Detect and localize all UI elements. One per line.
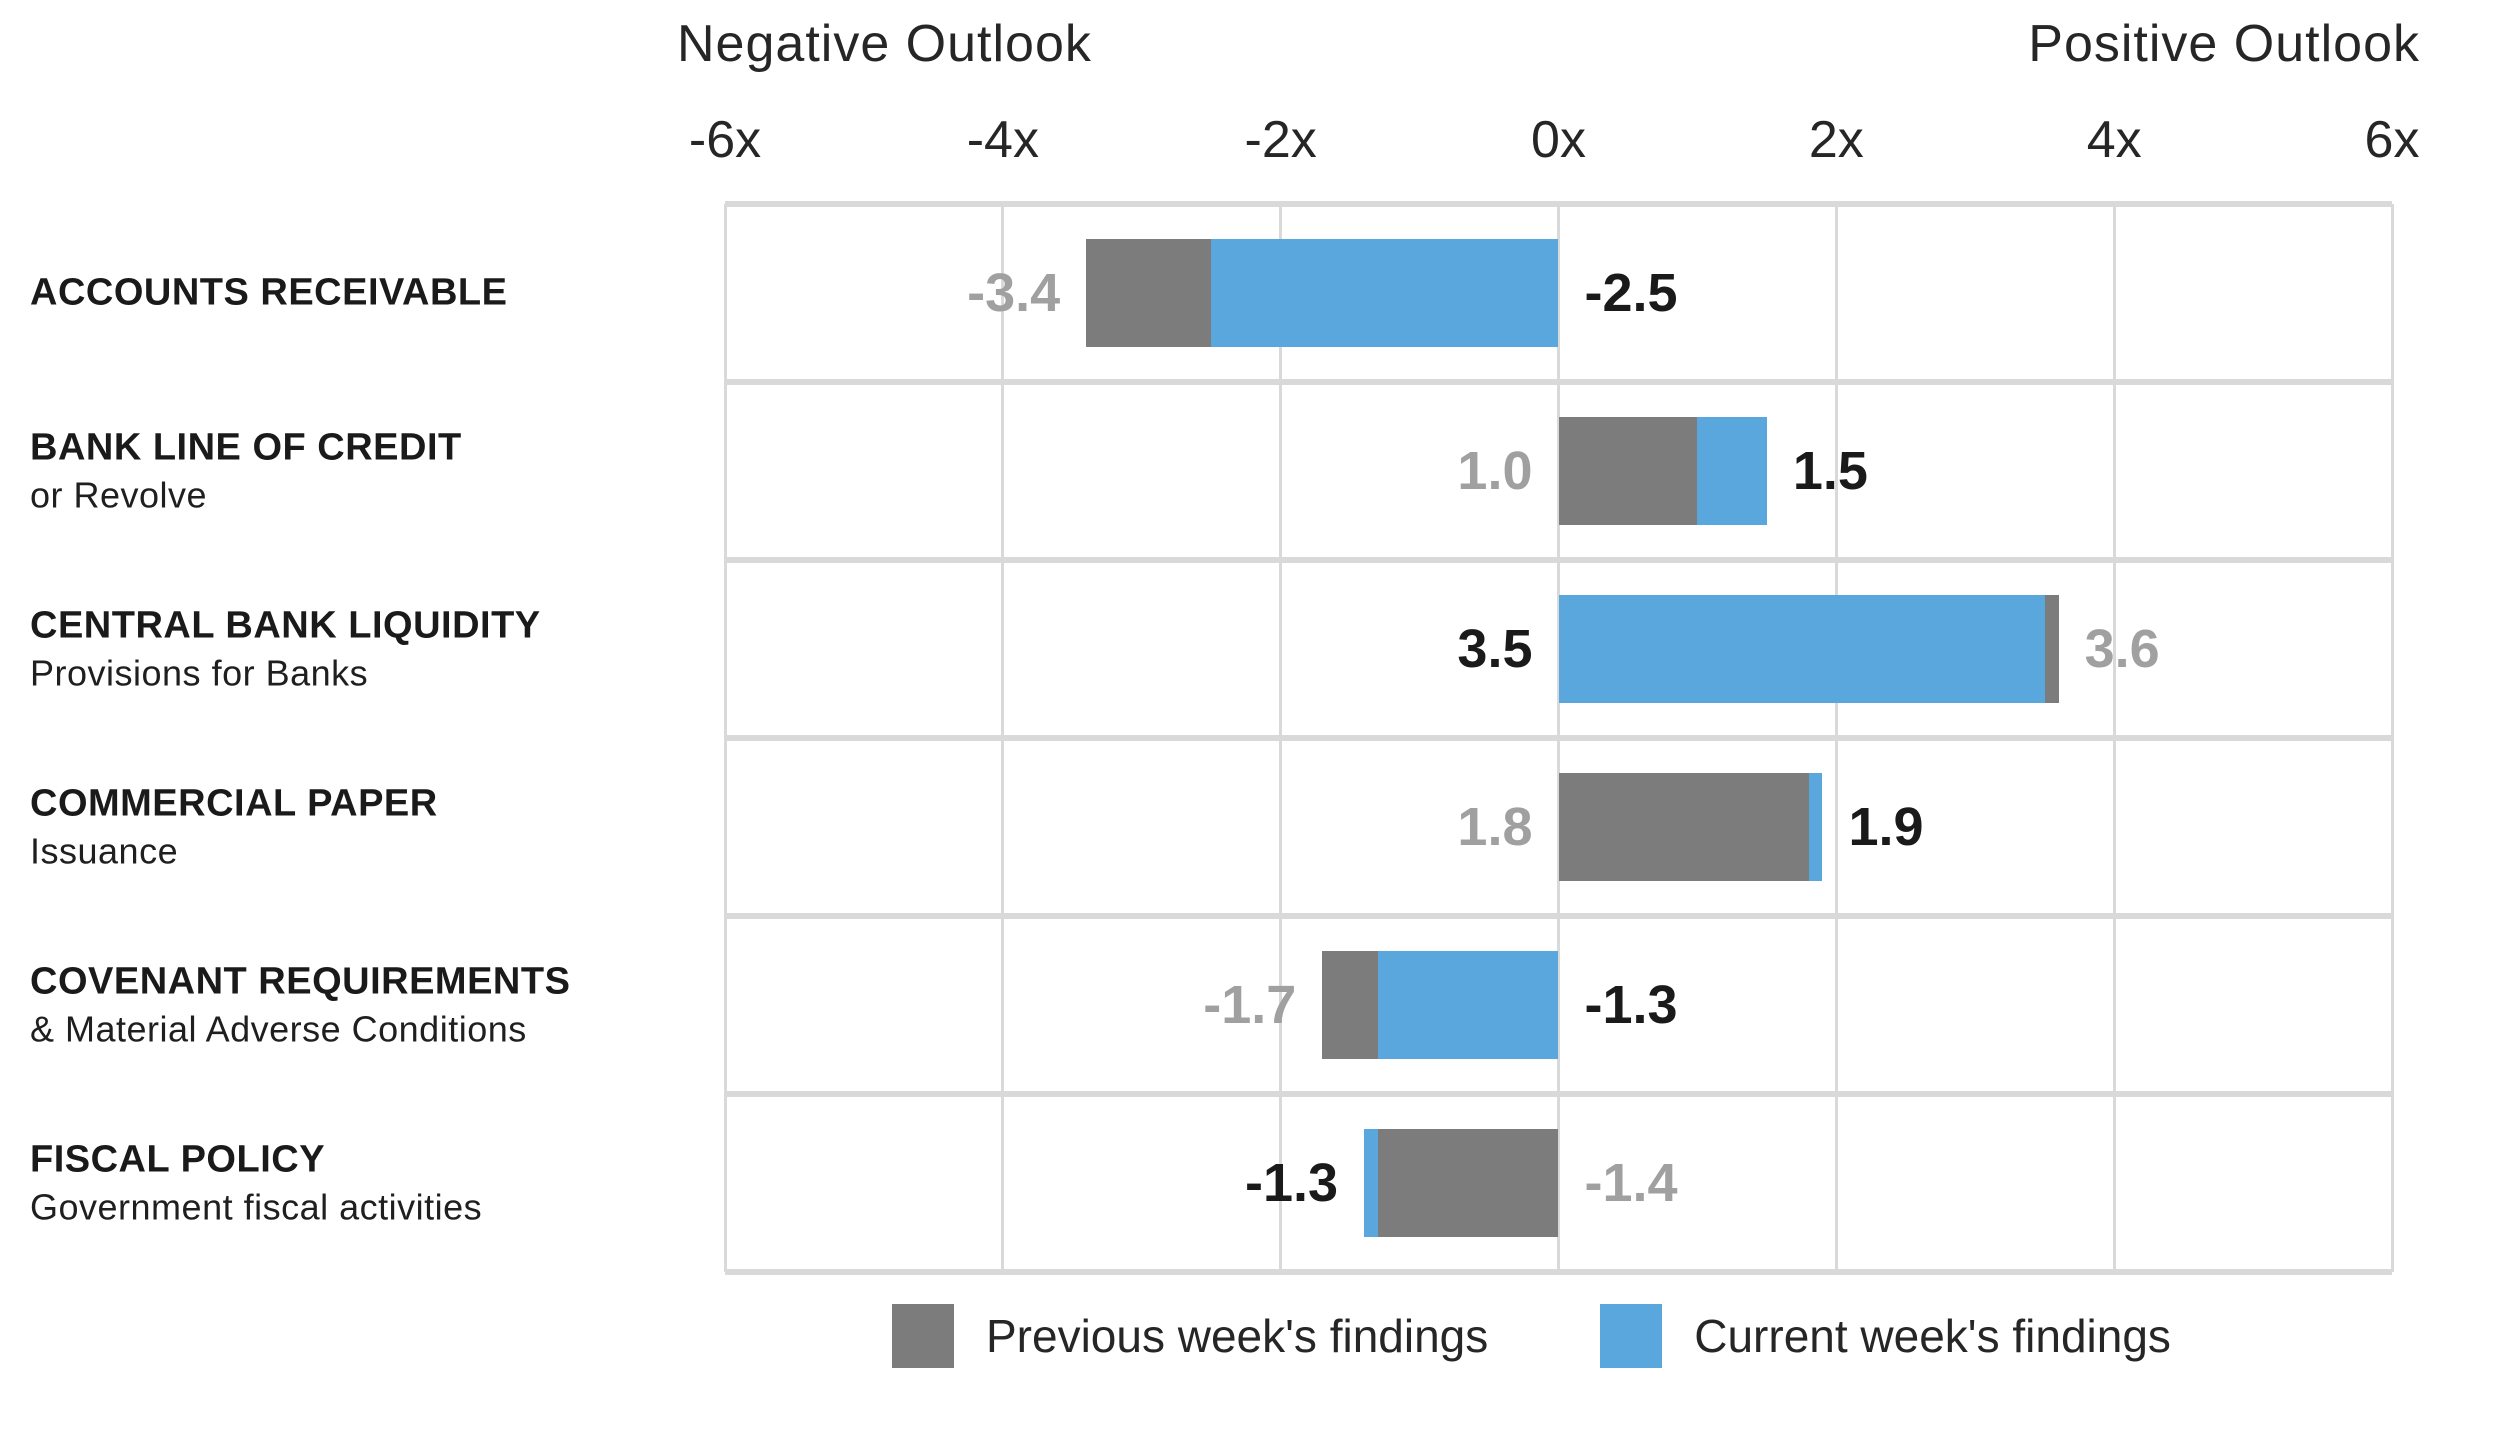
bar-segment (1086, 239, 1212, 347)
category-subtitle: Issuance (30, 830, 179, 872)
category-title: FISCAL POLICY (30, 1138, 326, 1181)
category-subtitle: or Revolve (30, 474, 208, 516)
bar-segment (1211, 239, 1559, 347)
bar-segment (1697, 417, 1767, 525)
category-title: CENTRAL BANK LIQUIDITY (30, 604, 541, 647)
x-axis-tick: 6x (2364, 111, 2420, 169)
category-subtitle: Government fiscal activities (30, 1186, 483, 1228)
value-label-previous: -1.7 (1203, 975, 1297, 1035)
gridline-horizontal (725, 1269, 2392, 1275)
legend: Previous week's findings Current week's … (892, 1304, 2171, 1368)
gridline-horizontal (725, 379, 2392, 385)
gridline-horizontal (725, 557, 2392, 563)
x-axis-tick: 4x (2086, 111, 2142, 169)
x-axis-tick: 2x (1808, 111, 1864, 169)
gridline-horizontal (725, 1091, 2392, 1097)
category-label-commercial-paper: COMMERCIAL PAPER Issuance (30, 780, 438, 875)
bar-segment (1377, 951, 1559, 1059)
bar-segment (1558, 773, 1809, 881)
value-label-current: -2.5 (1584, 263, 1678, 323)
category-label-bank-line-of-credit: BANK LINE OF CREDIT or Revolve (30, 424, 462, 519)
category-label-fiscal-policy: FISCAL POLICY Government fiscal activiti… (30, 1136, 482, 1231)
category-title: ACCOUNTS RECEIVABLE (30, 271, 508, 314)
category-label-central-bank-liquidity: CENTRAL BANK LIQUIDITY Provisions for Ba… (30, 602, 541, 697)
negative-outlook-label: Negative Outlook (677, 15, 1092, 73)
value-label-current: -1.3 (1584, 975, 1678, 1035)
gridline-horizontal (725, 201, 2392, 207)
legend-swatch-previous-icon (892, 1304, 954, 1368)
gridline-horizontal (725, 913, 2392, 919)
bar-segment (1808, 773, 1823, 881)
bar-segment (1322, 951, 1378, 1059)
legend-swatch-current-icon (1600, 1304, 1663, 1368)
bar-segment (1558, 417, 1698, 525)
x-axis-tick: -2x (1244, 111, 1317, 169)
legend-item-current: Current week's findings (1600, 1304, 2171, 1368)
x-axis-tick: -6x (688, 111, 762, 169)
category-title: BANK LINE OF CREDIT (30, 426, 462, 469)
value-label-current: 1.9 (1848, 797, 1924, 857)
value-label-current: -1.3 (1244, 1153, 1339, 1213)
x-axis-tick: 0x (1531, 111, 1586, 169)
value-label-previous: 1.8 (1457, 797, 1533, 857)
category-title: COMMERCIAL PAPER (30, 782, 438, 825)
positive-outlook-label: Positive Outlook (2028, 15, 2420, 73)
category-label-accounts-receivable: ACCOUNTS RECEIVABLE (30, 269, 508, 318)
value-label-previous: -3.4 (967, 263, 1061, 323)
value-label-current: 1.5 (1792, 441, 1868, 501)
value-label-previous: 3.6 (2084, 619, 2160, 679)
legend-label-previous: Previous week's findings (986, 1310, 1489, 1362)
bar-segment (1364, 1129, 1378, 1237)
bar-segment (1377, 1129, 1559, 1237)
gridline-vertical (2390, 204, 2394, 1272)
bar-segment (1558, 595, 2045, 703)
value-label-current: 3.5 (1457, 619, 1533, 679)
bar-segment (2044, 595, 2059, 703)
category-label-covenant-requirements: COVENANT REQUIREMENTS & Material Adverse… (30, 958, 570, 1053)
value-label-previous: -1.4 (1584, 1153, 1678, 1213)
gridline-horizontal (725, 735, 2392, 741)
x-axis-tick: -4x (966, 111, 1039, 169)
value-label-previous: 1.0 (1457, 441, 1533, 501)
category-subtitle: Provisions for Banks (30, 652, 369, 694)
legend-label-current: Current week's findings (1694, 1310, 2171, 1362)
category-title: COVENANT REQUIREMENTS (30, 960, 571, 1003)
category-subtitle: & Material Adverse Conditions (30, 1008, 527, 1050)
legend-item-previous: Previous week's findings (892, 1304, 1488, 1368)
